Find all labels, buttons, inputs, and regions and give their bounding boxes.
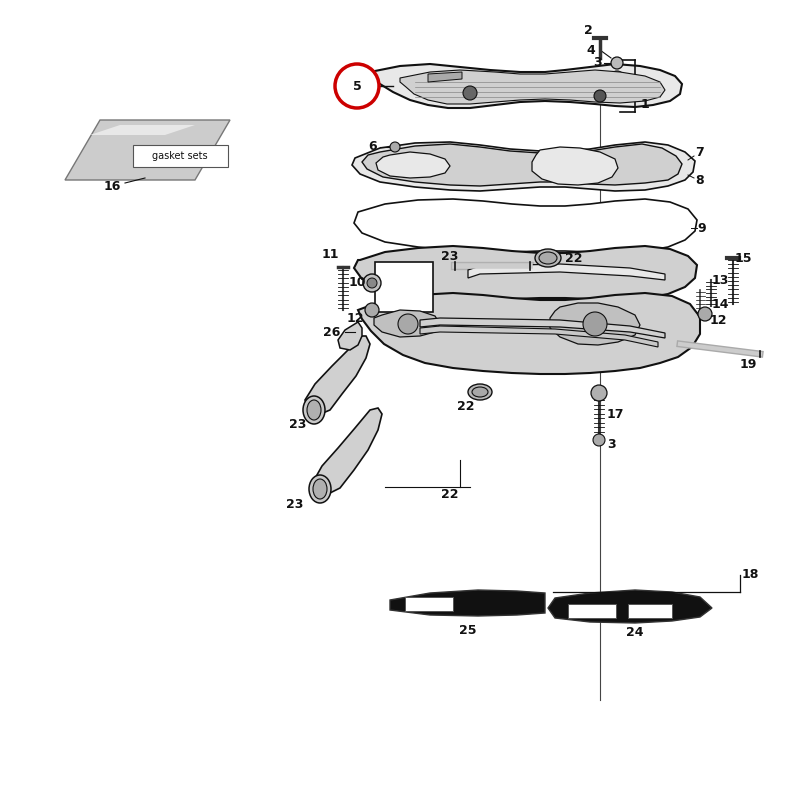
Circle shape xyxy=(365,303,379,317)
Text: 22: 22 xyxy=(442,489,458,502)
Circle shape xyxy=(610,71,624,85)
Text: 11: 11 xyxy=(322,249,338,262)
Text: 23: 23 xyxy=(442,250,458,262)
Text: 12: 12 xyxy=(710,314,726,327)
Text: 12: 12 xyxy=(346,311,364,325)
Text: 3: 3 xyxy=(608,438,616,451)
Polygon shape xyxy=(420,318,665,338)
Bar xyxy=(568,604,616,618)
Ellipse shape xyxy=(307,400,321,420)
Ellipse shape xyxy=(303,396,325,424)
Text: 23: 23 xyxy=(286,498,304,511)
Text: 23: 23 xyxy=(290,418,306,431)
Text: 4: 4 xyxy=(586,43,595,57)
Text: 9: 9 xyxy=(698,222,706,234)
Polygon shape xyxy=(420,326,658,347)
Text: 15: 15 xyxy=(734,251,752,265)
Ellipse shape xyxy=(472,387,488,397)
Bar xyxy=(405,597,453,611)
Bar xyxy=(628,604,672,618)
Circle shape xyxy=(367,278,377,288)
Polygon shape xyxy=(358,293,700,374)
Circle shape xyxy=(335,64,379,108)
Text: 10: 10 xyxy=(348,277,366,290)
Text: 26: 26 xyxy=(323,326,341,338)
Circle shape xyxy=(591,385,607,401)
Bar xyxy=(133,145,228,167)
Circle shape xyxy=(390,142,400,152)
Circle shape xyxy=(698,307,712,321)
Polygon shape xyxy=(400,70,665,104)
Text: 13: 13 xyxy=(711,274,729,286)
Ellipse shape xyxy=(468,384,492,400)
Text: 24: 24 xyxy=(626,626,644,638)
Circle shape xyxy=(363,274,381,292)
Ellipse shape xyxy=(309,475,331,503)
Text: 25: 25 xyxy=(459,623,477,637)
Text: 6: 6 xyxy=(369,141,378,154)
Polygon shape xyxy=(374,310,440,337)
Polygon shape xyxy=(313,408,382,495)
Polygon shape xyxy=(532,147,618,185)
Text: 19: 19 xyxy=(739,358,757,371)
Text: 18: 18 xyxy=(742,569,758,582)
Text: 22: 22 xyxy=(566,251,582,265)
Polygon shape xyxy=(376,152,450,178)
Polygon shape xyxy=(550,303,640,345)
Text: 2: 2 xyxy=(584,23,592,37)
Ellipse shape xyxy=(313,479,327,499)
Text: 1: 1 xyxy=(641,79,650,93)
Ellipse shape xyxy=(535,249,561,267)
Text: 7: 7 xyxy=(696,146,704,158)
Text: 14: 14 xyxy=(711,298,729,310)
Polygon shape xyxy=(390,590,545,616)
Polygon shape xyxy=(355,64,682,108)
Polygon shape xyxy=(428,72,462,82)
Circle shape xyxy=(463,86,477,100)
Circle shape xyxy=(611,57,623,69)
Text: 17: 17 xyxy=(606,409,624,422)
Text: gasket sets: gasket sets xyxy=(152,151,208,161)
Text: 1: 1 xyxy=(641,98,650,111)
Text: 8: 8 xyxy=(696,174,704,186)
Polygon shape xyxy=(354,199,697,253)
Text: 3: 3 xyxy=(593,57,602,70)
Polygon shape xyxy=(305,336,370,415)
Polygon shape xyxy=(90,125,195,135)
Circle shape xyxy=(583,312,607,336)
Polygon shape xyxy=(352,142,695,191)
Circle shape xyxy=(398,314,418,334)
Polygon shape xyxy=(548,590,712,623)
Polygon shape xyxy=(338,322,362,350)
Text: 5: 5 xyxy=(353,79,362,93)
Polygon shape xyxy=(65,120,230,180)
Text: 16: 16 xyxy=(103,179,121,193)
Polygon shape xyxy=(468,264,665,280)
Text: 22: 22 xyxy=(458,399,474,413)
Circle shape xyxy=(594,90,606,102)
Ellipse shape xyxy=(539,252,557,264)
Circle shape xyxy=(593,434,605,446)
Bar xyxy=(375,262,433,312)
Polygon shape xyxy=(362,144,682,186)
Polygon shape xyxy=(354,246,697,300)
